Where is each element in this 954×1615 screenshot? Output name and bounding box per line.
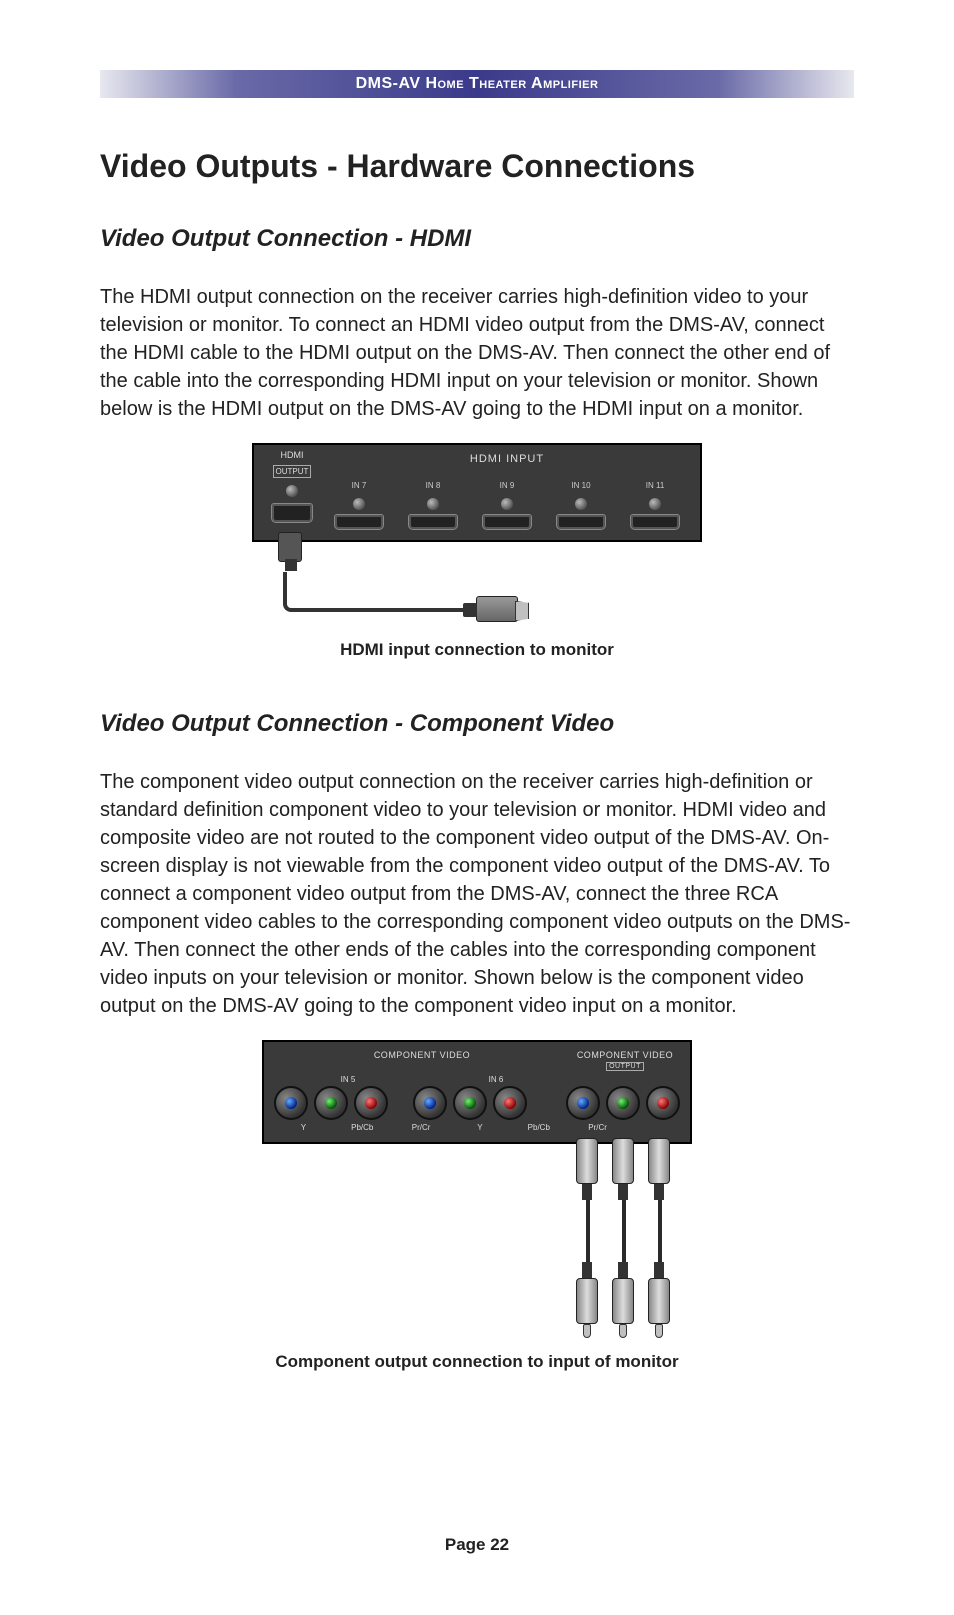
hdmi-heading: Video Output Connection - HDMI [100,225,854,253]
rca-input-group-b [413,1086,527,1120]
rca-plug-icon [648,1262,670,1338]
hdmi-cable-diagram [252,542,702,632]
component-body-text: The component video output connection on… [100,768,854,1020]
rca-plug-icon [576,1138,598,1200]
hdmi-in-label: IN 7 [352,481,367,490]
rca-ch-label: Y [274,1123,333,1132]
rca-ch-label: Y [451,1123,510,1132]
hdmi-body-text: The HDMI output connection on the receiv… [100,283,854,423]
screw-icon [501,498,513,510]
hdmi-output-label-box: HDMI OUTPUT [262,451,322,479]
rca-jack-blue [413,1086,447,1120]
hdmi-in-col-4: IN 11 [618,481,692,530]
hdmi-figure: HDMI OUTPUT HDMI INPUT IN 7 IN 8 [100,443,854,660]
hdmi-plug-icon [476,596,518,622]
hdmi-input-slot [630,514,680,530]
rca-plug-icon [576,1262,598,1338]
rca-jack-red [646,1086,680,1120]
hdmi-input-slot [482,514,532,530]
hdmi-in-col-0: IN 7 [322,481,396,530]
component-caption: Component output connection to input of … [100,1352,854,1372]
rca-ch-label: Pb/Cb [333,1123,392,1132]
cable-line [622,1200,626,1264]
rca-jack-red [493,1086,527,1120]
rca-output-group [566,1086,680,1120]
rca-jack-blue [566,1086,600,1120]
page-number: Page 22 [100,1535,854,1555]
component-heading: Video Output Connection - Component Vide… [100,710,854,738]
rca-ch-label: Pr/Cr [568,1123,627,1132]
hdmi-in-col-1: IN 8 [396,481,470,530]
hdmi-in-label: IN 8 [426,481,441,490]
hdmi-plug-icon [278,532,302,562]
hdmi-in-label: IN 11 [646,481,665,490]
component-out-sub: OUTPUT [606,1062,644,1071]
hdmi-out-label-top: HDMI [262,451,322,461]
screw-icon [427,498,439,510]
rca-plug-icon [648,1138,670,1200]
component-group-a: IN 5 [274,1075,422,1084]
page-title: Video Outputs - Hardware Connections [100,148,854,185]
hdmi-output-port [262,481,322,530]
rca-jack-green [453,1086,487,1120]
hdmi-in-col-3: IN 10 [544,481,618,530]
hdmi-input-title: HDMI INPUT [322,451,692,465]
rca-jack-red [354,1086,388,1120]
component-out-title-wrap: COMPONENT VIDEO OUTPUT [570,1050,680,1071]
screw-icon [353,498,365,510]
component-figure: COMPONENT VIDEO COMPONENT VIDEO OUTPUT I… [100,1040,854,1372]
rca-jack-green [314,1086,348,1120]
component-cable-diagram [262,1144,692,1344]
rca-plug-icon [612,1262,634,1338]
header-bar: DMS-AV Home Theater Amplifier [100,70,854,98]
screw-icon [286,485,298,497]
hdmi-in-label: IN 9 [500,481,515,490]
cable-line [586,1200,590,1264]
hdmi-panel: HDMI OUTPUT HDMI INPUT IN 7 IN 8 [252,443,702,542]
rca-ch-label: Pr/Cr [392,1123,451,1132]
rca-ch-label: Pb/Cb [509,1123,568,1132]
hdmi-caption: HDMI input connection to monitor [100,640,854,660]
hdmi-input-slot [556,514,606,530]
hdmi-out-label-box-text: OUTPUT [273,465,312,478]
cable-line [658,1200,662,1264]
rca-channel-labels: Y Pb/Cb Pr/Cr Y Pb/Cb Pr/Cr [274,1123,680,1132]
hdmi-input-slot [334,514,384,530]
hdmi-input-slot [408,514,458,530]
rca-plug-icon [612,1138,634,1200]
component-out-title: COMPONENT VIDEO [577,1050,673,1060]
hdmi-in-label: IN 10 [571,481,590,490]
screw-icon [575,498,587,510]
page: DMS-AV Home Theater Amplifier Video Outp… [0,0,954,1615]
component-panel: COMPONENT VIDEO COMPONENT VIDEO OUTPUT I… [262,1040,692,1144]
hdmi-in-col-2: IN 9 [470,481,544,530]
rca-jack-green [606,1086,640,1120]
rca-row [274,1086,680,1120]
screw-icon [649,498,661,510]
rca-input-group-a [274,1086,388,1120]
component-in-title: COMPONENT VIDEO [274,1050,570,1071]
rca-jack-blue [274,1086,308,1120]
component-group-b: IN 6 [422,1075,570,1084]
hdmi-output-slot [271,503,313,523]
hdmi-cable-line [283,572,483,612]
